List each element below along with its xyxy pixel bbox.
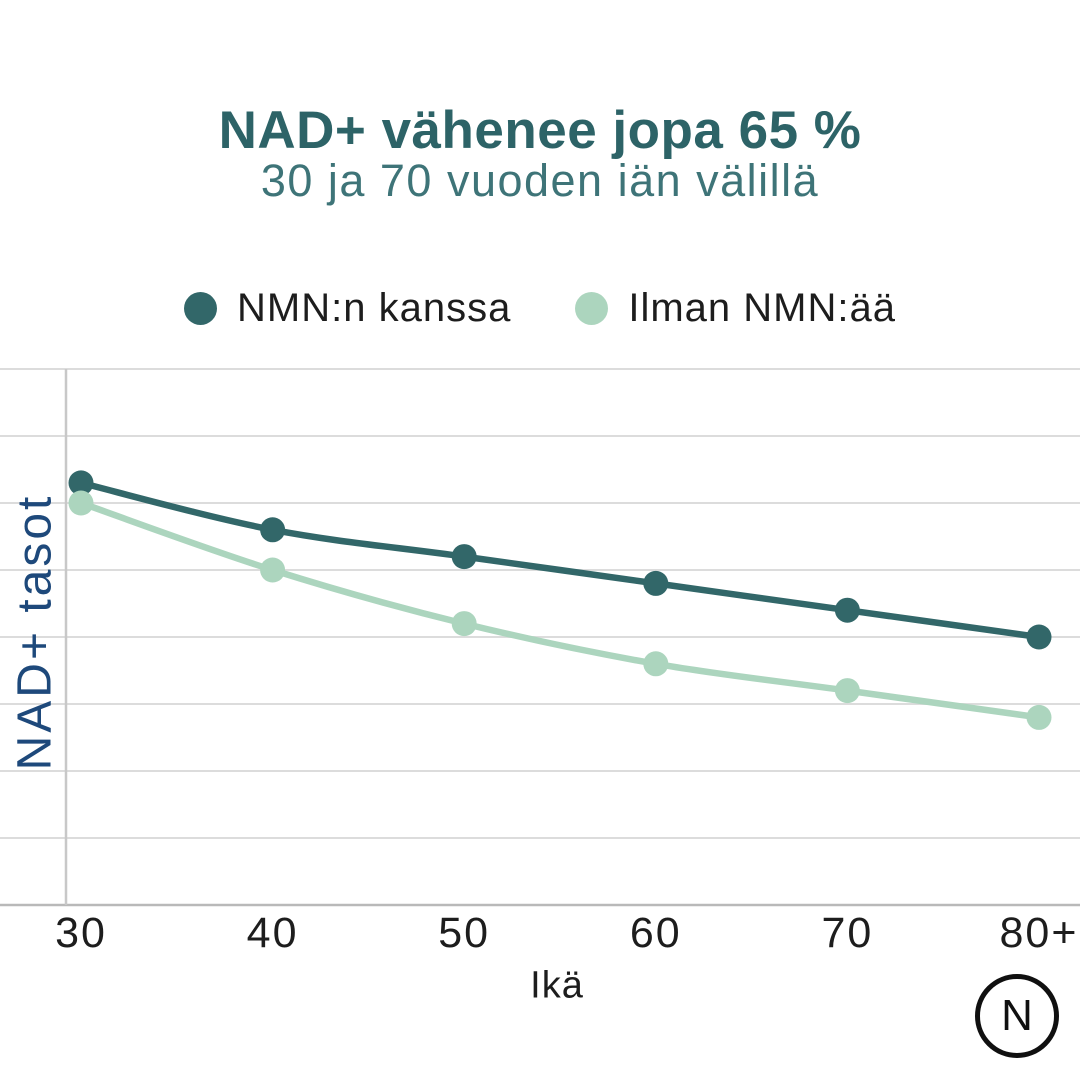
series-dot-without-nmn — [834, 678, 860, 704]
x-tick-label: 50 — [438, 909, 490, 957]
legend-dot-without-nmn-icon — [575, 292, 609, 325]
y-axis-label: NAD+ tasot — [8, 493, 62, 771]
x-axis-tick-labels: 30 40 50 60 70 80+ — [55, 909, 1079, 957]
x-tick-label: 70 — [821, 909, 873, 957]
gridlines — [0, 368, 1080, 907]
legend-item-with-nmn: NMN:n kanssa — [184, 286, 511, 331]
legend-label-without-nmn: Ilman NMN:ää — [628, 286, 896, 330]
brand-logo-icon: N — [975, 974, 1059, 1058]
series-dot-with-nmn — [260, 517, 286, 543]
series-dot-without-nmn — [451, 611, 477, 637]
series-dot-without-nmn — [1026, 704, 1052, 730]
chart-series — [68, 470, 1052, 730]
chart-title: NAD+ vähenee jopa 65 % — [218, 101, 862, 160]
legend-item-without-nmn: Ilman NMN:ää — [575, 286, 896, 331]
series-line-without-nmn — [77, 499, 1043, 721]
series-dot-with-nmn — [643, 570, 669, 596]
x-tick-label: 80+ — [1000, 909, 1079, 957]
series-line-with-nmn — [77, 479, 1043, 641]
chart-subtitle: 30 ja 70 vuoden iän välillä — [260, 155, 820, 206]
x-axis-label: Ikä — [530, 964, 584, 1007]
series-dot-without-nmn — [643, 651, 669, 677]
x-tick-label: 60 — [630, 909, 682, 957]
series-dot-with-nmn — [834, 597, 860, 623]
series-dot-with-nmn — [1026, 624, 1052, 650]
series-dot-with-nmn — [68, 470, 94, 496]
series-dot-without-nmn — [260, 557, 286, 583]
x-tick-label: 30 — [55, 909, 107, 957]
legend: NMN:n kanssa Ilman NMN:ää — [0, 286, 1080, 331]
x-tick-label: 40 — [247, 909, 299, 957]
series-dot-without-nmn — [68, 490, 94, 516]
legend-dot-with-nmn-icon — [184, 292, 218, 325]
brand-logo-letter: N — [1001, 991, 1033, 1040]
legend-label-with-nmn: NMN:n kanssa — [237, 286, 512, 330]
series-dot-with-nmn — [451, 544, 477, 570]
